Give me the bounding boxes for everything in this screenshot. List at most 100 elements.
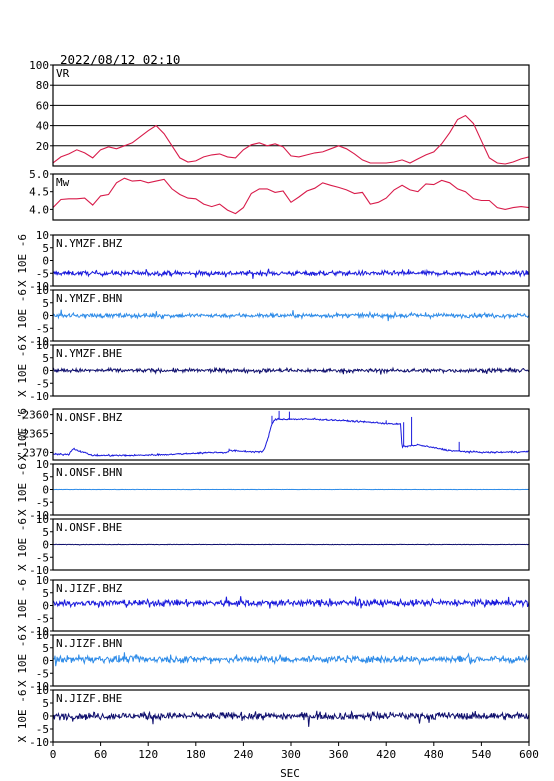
y-axis-label: X 10E -6 <box>16 344 29 397</box>
x-tick-label: 180 <box>186 748 206 761</box>
y-tick-label: 0 <box>42 365 49 378</box>
series-line <box>53 268 529 279</box>
panel-label: N.JIZF.BHE <box>56 692 122 705</box>
y-tick-label: 5 <box>42 587 49 600</box>
y-tick-label: -5 <box>36 322 49 335</box>
y-tick-label: 4.5 <box>29 186 49 199</box>
y-tick-label: -5 <box>36 667 49 680</box>
panel-frame <box>52 518 530 571</box>
y-tick-label: -5 <box>36 551 49 564</box>
x-tick-label: 240 <box>233 748 253 761</box>
series-line <box>53 596 529 609</box>
series-line <box>53 114 529 165</box>
y-tick-label: 20 <box>36 140 49 153</box>
y-tick-label: -5 <box>36 496 49 509</box>
x-tick-label: 420 <box>376 748 396 761</box>
x-tick-label: 600 <box>519 748 539 761</box>
x-tick-label: 300 <box>281 748 301 761</box>
y-tick-label: 5 <box>42 697 49 710</box>
y-axis-label: X 10E -6 <box>16 690 29 743</box>
panel-label: N.JIZF.BHN <box>56 637 122 650</box>
y-tick-label: 10 <box>36 513 49 526</box>
series-line <box>53 710 529 727</box>
y-tick-label: 60 <box>36 99 49 112</box>
y-tick-label: 0 <box>42 539 49 552</box>
panel-label: Mw <box>56 176 70 189</box>
y-tick-label: 4.0 <box>29 203 49 216</box>
x-tick-label: 360 <box>329 748 349 761</box>
panel-frame <box>52 634 530 687</box>
y-tick-label: -10 <box>29 390 49 403</box>
y-axis-label: X 10E -6 <box>16 408 29 461</box>
x-tick-label: 60 <box>94 748 107 761</box>
panel-frame <box>52 173 530 221</box>
y-tick-label: -10 <box>29 335 49 348</box>
panel-label: N.YMZF.BHN <box>56 292 122 305</box>
x-tick-label: 540 <box>471 748 491 761</box>
y-tick-label: -10 <box>29 736 49 749</box>
panel-label: N.YMZF.BHZ <box>56 237 123 250</box>
y-axis-label: X 10E -6 <box>16 518 29 571</box>
y-tick-label: 100 <box>29 59 49 72</box>
y-tick-label: 10 <box>36 684 49 697</box>
y-axis-label: X 10E -6 <box>16 463 29 516</box>
y-tick-label: 10 <box>36 339 49 352</box>
panel-label: N.ONSF.BHZ <box>56 411 123 424</box>
panel-frame <box>52 408 530 461</box>
y-tick-label: 5 <box>42 471 49 484</box>
y-tick-label: -5 <box>36 377 49 390</box>
panel-label: N.JIZF.BHZ <box>56 582 123 595</box>
series-line <box>53 177 529 215</box>
y-tick-label: 10 <box>36 229 49 242</box>
y-tick-label: -2370 <box>16 446 49 459</box>
y-tick-label: 10 <box>36 284 49 297</box>
y-tick-label: -10 <box>29 280 49 293</box>
y-tick-label: 10 <box>36 574 49 587</box>
y-tick-label: 5.0 <box>29 168 49 181</box>
panel-label: N.YMZF.BHE <box>56 347 122 360</box>
panel-label: N.ONSF.BHE <box>56 521 122 534</box>
panel-mw: 4.0 4.5 5.0 Mw <box>29 168 530 221</box>
y-tick-label: 0 <box>42 655 49 668</box>
y-tick-label: -10 <box>29 625 49 638</box>
y-axis-label: X 10E -6 <box>16 289 29 342</box>
y-tick-label: 0 <box>42 310 49 323</box>
y-tick-label: 5 <box>42 642 49 655</box>
x-tick-label: 0 <box>50 748 57 761</box>
x-tick-label: 120 <box>138 748 158 761</box>
y-tick-label: 0 <box>42 710 49 723</box>
y-tick-label: 0 <box>42 600 49 613</box>
y-tick-label: -2365 <box>16 428 49 441</box>
panel-frame <box>52 579 530 632</box>
y-tick-label: 80 <box>36 79 49 92</box>
chart-title: 2022/08/12 02:10 <box>60 52 180 67</box>
y-tick-label: 40 <box>36 120 49 133</box>
series-line <box>53 652 529 667</box>
y-tick-label: -10 <box>29 564 49 577</box>
panel-frame <box>52 463 530 516</box>
panel-frame <box>52 289 530 342</box>
y-tick-label: 10 <box>36 629 49 642</box>
y-axis-label: X 10E -6 <box>16 634 29 687</box>
y-tick-label: -5 <box>36 267 49 280</box>
series-line <box>53 309 529 322</box>
panel-label: N.ONSF.BHN <box>56 466 122 479</box>
y-tick-label: -5 <box>36 723 49 736</box>
y-tick-label: 5 <box>42 526 49 539</box>
y-tick-label: 0 <box>42 255 49 268</box>
y-tick-label: -10 <box>29 509 49 522</box>
y-tick-label: 5 <box>42 242 49 255</box>
y-axis-label: X 10E -6 <box>16 579 29 632</box>
y-tick-label: 0 <box>42 484 49 497</box>
series-line <box>53 366 529 375</box>
y-tick-label: -10 <box>29 680 49 693</box>
series-line <box>53 543 529 546</box>
